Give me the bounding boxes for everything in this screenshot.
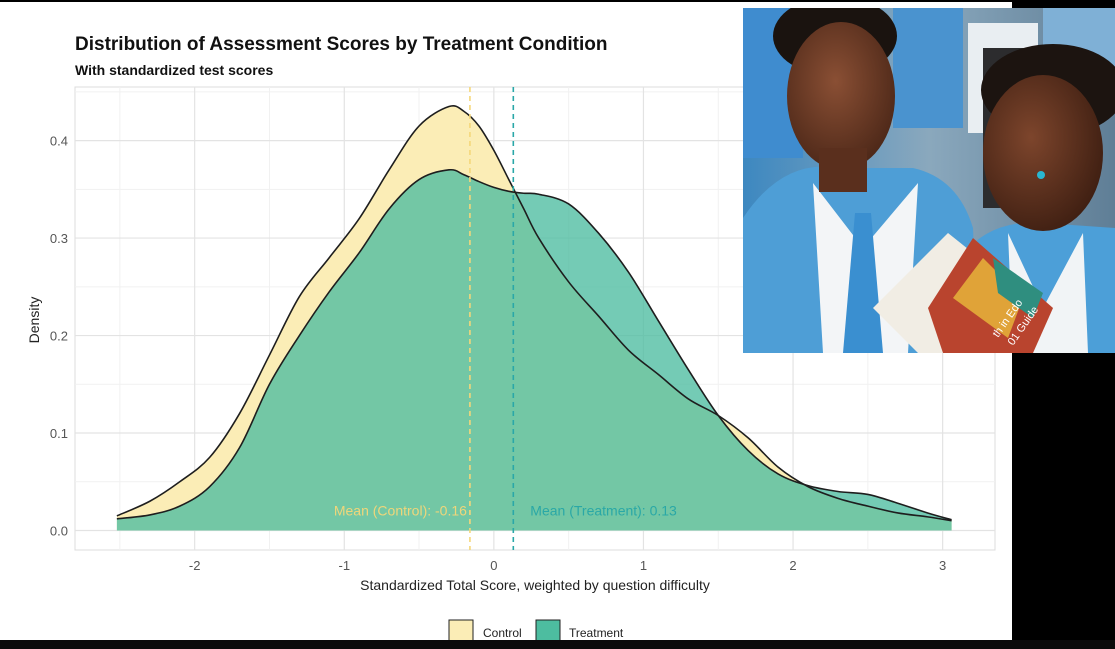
x-tick-label: 1	[640, 558, 647, 573]
x-tick-label: -2	[189, 558, 201, 573]
chart-subtitle: With standardized test scores	[75, 62, 273, 78]
y-tick-label: 0.3	[50, 231, 68, 246]
density-areas	[116, 104, 952, 531]
axis-ticks: -2 -1 0 1 2 3 0.0 0.1 0.2 0.3 0.4	[50, 134, 946, 573]
x-tick-label: -1	[338, 558, 350, 573]
y-tick-label: 0.0	[50, 524, 68, 539]
legend: Control Treatment	[448, 619, 624, 642]
y-axis-label: Density	[26, 297, 42, 344]
mean-lines: Mean (Control): -0.16 Mean (Treatment): 0…	[334, 87, 677, 550]
legend-key-control	[448, 619, 474, 642]
x-tick-label: 0	[490, 558, 497, 573]
chart-title: Distribution of Assessment Scores by Tre…	[75, 34, 607, 55]
y-tick-label: 0.4	[50, 134, 68, 149]
y-tick-label: 0.1	[50, 426, 68, 441]
legend-label-treatment: Treatment	[569, 626, 624, 640]
y-tick-label: 0.2	[50, 329, 68, 344]
mean-label-treatment: Mean (Treatment): 0.13	[530, 502, 677, 518]
area-treatment	[116, 169, 952, 531]
mean-label-control: Mean (Control): -0.16	[334, 502, 467, 518]
students-photo: th in Edo 01 Guide	[743, 8, 1115, 353]
legend-key-treatment	[535, 619, 561, 642]
bottom-band	[0, 640, 1115, 649]
legend-label-control: Control	[483, 626, 522, 640]
x-tick-label: 2	[789, 558, 796, 573]
x-tick-label: 3	[939, 558, 946, 573]
x-axis-label: Standardized Total Score, weighted by qu…	[360, 577, 710, 593]
line-treatment	[116, 168, 952, 521]
